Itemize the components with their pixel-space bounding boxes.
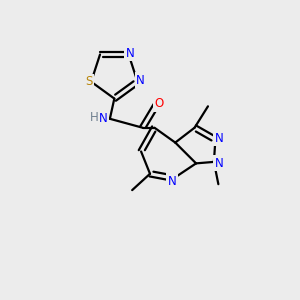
Text: N: N bbox=[215, 157, 224, 170]
Text: N: N bbox=[126, 46, 134, 59]
Text: N: N bbox=[214, 132, 223, 145]
Text: N: N bbox=[99, 112, 108, 125]
Text: S: S bbox=[85, 75, 92, 88]
Text: N: N bbox=[168, 175, 177, 188]
Text: N: N bbox=[136, 74, 145, 87]
Text: H: H bbox=[90, 111, 99, 124]
Text: O: O bbox=[154, 98, 164, 110]
